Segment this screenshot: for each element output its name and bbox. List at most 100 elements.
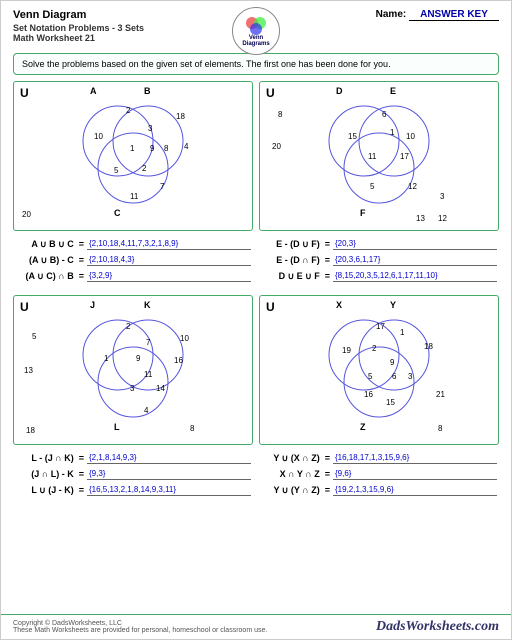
venn-number: 9 (136, 354, 140, 363)
venn-number: 11 (368, 152, 376, 161)
venn-number: 9 (390, 358, 394, 367)
quadrant: UXYZ1711921895631516218Y ∪ (X ∩ Z) ={16,… (259, 295, 499, 503)
venn-box: UJKL27101916113144513188 (13, 295, 253, 445)
outside-number: 13 (416, 214, 425, 223)
brand: DadsWorksheets.com (376, 619, 499, 635)
logo: Venn Diagrams (232, 7, 280, 55)
equation-row: E - (D ∪ F) ={20,3} (261, 237, 497, 251)
equation-rhs: {16,18,17,1,3,15,9,6} (333, 452, 497, 464)
venn-number: 12 (408, 182, 417, 191)
instructions: Solve the problems based on the given se… (13, 53, 499, 75)
footer-note: These Math Worksheets are provided for p… (13, 627, 267, 634)
universe-label: U (20, 86, 29, 100)
set-label: L (114, 422, 120, 432)
venn-diagram (63, 310, 203, 430)
equations: E - (D ∪ F) ={20,3} E - (D ∩ F) ={20,3,6,… (259, 231, 499, 289)
quadrant: UJKL27101916113144513188L - (J ∩ K) ={2,… (13, 295, 253, 503)
equation-row: Y ∪ (X ∩ Z) ={16,18,17,1,3,15,9,6} (261, 451, 497, 465)
outside-number: 13 (24, 366, 33, 375)
venn-box: UABC21810341985211720 (13, 81, 253, 231)
venn-number: 16 (364, 390, 373, 399)
venn-number: 2 (372, 344, 376, 353)
equation-rhs: {2,10,18,4,11,7,3,2,1,8,9} (87, 238, 251, 250)
venn-number: 18 (424, 342, 433, 351)
equation-row: E - (D ∩ F) ={20,3,6,1,17} (261, 253, 497, 267)
set-label: Y (390, 300, 396, 310)
venn-number: 1 (390, 128, 394, 137)
equation-lhs: Y ∪ (Y ∩ Z) = (261, 485, 333, 496)
set-label: A (90, 86, 97, 96)
equation-rhs: {20,3} (333, 238, 497, 250)
venn-number: 15 (386, 398, 395, 407)
equations: L - (J ∩ K) ={2,1,8,14,9,3} (J ∩ L) - K =… (13, 445, 253, 503)
outside-number: 5 (32, 332, 36, 341)
equation-lhs: L ∪ (J - K) = (15, 485, 87, 496)
outside-number: 8 (278, 110, 282, 119)
venn-number: 2 (126, 322, 130, 331)
venn-number: 15 (348, 132, 357, 141)
quadrant-grid: UABC21810341985211720A ∪ B ∪ C ={2,10,18… (1, 81, 511, 503)
venn-number: 8 (164, 144, 168, 153)
equation-row: (J ∩ L) - K ={9,3} (15, 467, 251, 481)
equation-row: L - (J ∩ K) ={2,1,8,14,9,3} (15, 451, 251, 465)
venn-number: 1 (104, 354, 108, 363)
footer: Copyright © DadsWorksheets, LLC These Ma… (1, 614, 511, 639)
outside-number: 20 (22, 210, 31, 219)
universe-label: U (266, 86, 275, 100)
equations: Y ∪ (X ∩ Z) ={16,18,17,1,3,15,9,6} X ∩ Y … (259, 445, 499, 503)
outside-number: 8 (438, 424, 442, 433)
venn-number: 5 (370, 182, 374, 191)
outside-number: 20 (272, 142, 281, 151)
venn-number: 4 (184, 142, 188, 151)
venn-number: 9 (150, 144, 154, 153)
venn-number: 7 (146, 338, 150, 347)
equation-lhs: (J ∩ L) - K = (15, 469, 87, 479)
venn-number: 6 (392, 372, 396, 381)
set-label: D (336, 86, 343, 96)
title: Venn Diagram (13, 9, 376, 21)
equation-lhs: E - (D ∪ F) = (261, 239, 333, 250)
set-label: Z (360, 422, 366, 432)
set-label: J (90, 300, 95, 310)
equation-rhs: {3,2,9} (87, 270, 251, 282)
equation-row: A ∪ B ∪ C ={2,10,18,4,11,7,3,2,1,8,9} (15, 237, 251, 251)
venn-number: 19 (342, 346, 351, 355)
equation-lhs: (A ∪ C) ∩ B = (15, 271, 87, 282)
venn-number: 11 (130, 192, 138, 201)
venn-number: 7 (160, 182, 164, 191)
set-label: B (144, 86, 151, 96)
equation-rhs: {9,6} (333, 468, 497, 480)
venn-number: 2 (126, 106, 130, 115)
venn-number: 10 (94, 132, 103, 141)
venn-number: 3 (148, 124, 152, 133)
equations: A ∪ B ∪ C ={2,10,18,4,11,7,3,2,1,8,9} (A … (13, 231, 253, 289)
venn-box: UXYZ1711921895631516218 (259, 295, 499, 445)
equation-lhs: D ∪ E ∪ F = (261, 271, 333, 282)
venn-number: 5 (114, 166, 118, 175)
equation-row: X ∩ Y ∩ Z ={9,6} (261, 467, 497, 481)
universe-label: U (266, 300, 275, 314)
set-label: E (390, 86, 396, 96)
set-label: C (114, 208, 121, 218)
venn-number: 17 (400, 152, 409, 161)
venn-number: 2 (142, 164, 146, 173)
venn-number: 4 (144, 406, 148, 415)
equation-lhs: L - (J ∩ K) = (15, 453, 87, 463)
set-label: K (144, 300, 151, 310)
outside-number: 18 (26, 426, 35, 435)
equation-row: (A ∪ B) - C ={2,10,18,4,3} (15, 253, 251, 267)
header: Venn Diagram Set Notation Problems - 3 S… (1, 1, 511, 47)
venn-box: UDEF615110111751282031312 (259, 81, 499, 231)
venn-number: 17 (376, 322, 385, 331)
set-label: X (336, 300, 342, 310)
copyright: Copyright © DadsWorksheets, LLC (13, 620, 267, 627)
venn-number: 10 (180, 334, 189, 343)
venn-number: 3 (408, 372, 412, 381)
equation-rhs: {9,3} (87, 468, 251, 480)
venn-number: 1 (130, 144, 134, 153)
outside-number: 3 (440, 192, 444, 201)
outside-number: 12 (438, 214, 447, 223)
universe-label: U (20, 300, 29, 314)
equation-row: Y ∪ (Y ∩ Z) ={19,2,1,3,15,9,6} (261, 483, 497, 497)
equation-rhs: {16,5,13,2,1,8,14,9,3,11} (87, 484, 251, 496)
